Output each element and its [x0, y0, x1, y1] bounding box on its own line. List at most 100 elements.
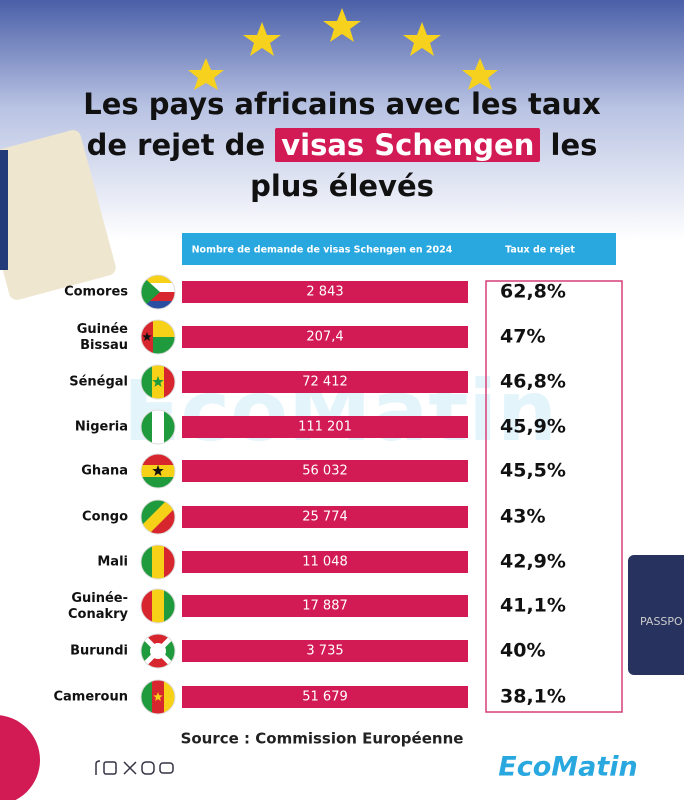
flag: [141, 500, 175, 534]
rejection-rate: 38,1%: [500, 686, 566, 708]
flag-part: [141, 680, 153, 714]
rejection-rate: 41,1%: [500, 595, 566, 617]
demand-bar: [182, 371, 468, 393]
demand-value: 25 774: [302, 510, 348, 525]
title-part: les: [550, 128, 598, 162]
demand-value: 2 843: [306, 285, 343, 300]
flag-border: [140, 679, 176, 715]
flag-part: [141, 365, 153, 399]
country-name: Burundi: [70, 644, 128, 659]
flag: [141, 320, 175, 354]
rejection-rate: 40%: [500, 640, 545, 662]
country-name: Sénégal: [69, 375, 128, 390]
demand-bar: [182, 460, 468, 482]
country-name: Congo: [82, 510, 128, 525]
flag: [141, 365, 175, 399]
title-line: Les pays africains avec les taux: [83, 87, 601, 121]
header-cell: Nombre de demande de visas Schengen en 2…: [192, 245, 453, 256]
flag-part: [141, 301, 175, 309]
demand-bar: [182, 551, 468, 573]
flag-border: [140, 319, 176, 355]
demand-bar: [182, 326, 468, 348]
flag-part: [142, 332, 152, 341]
flag-part: [141, 275, 160, 309]
country-name: Comores: [64, 285, 128, 300]
demand-bar: [182, 640, 468, 662]
flag-part: [164, 365, 175, 399]
demand-value: 111 201: [298, 420, 352, 435]
demand-bar: [182, 506, 468, 528]
flag-part: [141, 634, 158, 668]
demand-bar: [182, 416, 468, 438]
source: Source : Commission Européenne: [181, 730, 464, 748]
demand-value: 72 412: [302, 375, 348, 390]
demand-value: 51 679: [302, 690, 348, 705]
header-cell: Taux de rejet: [505, 245, 575, 256]
country-name: Ghana: [81, 464, 128, 479]
flag-part: [141, 545, 153, 579]
demand-value: 207,4: [306, 330, 343, 345]
flag-part: [164, 589, 175, 623]
flag-part: [153, 692, 163, 701]
flag: [141, 275, 175, 309]
country-name-part: Conakry: [68, 607, 129, 622]
flag-part: [141, 410, 153, 444]
flag-part: [152, 410, 165, 444]
flag-border: [140, 633, 176, 669]
demand-value: 56 032: [302, 464, 348, 479]
header-bar: [182, 233, 616, 265]
flag: [141, 545, 175, 579]
country-name-part: Bissau: [80, 338, 128, 353]
eu-stars: [188, 8, 498, 90]
flag-part: [141, 477, 175, 488]
flag-part: [141, 500, 168, 527]
flag-border: [140, 409, 176, 445]
flag-border: [140, 499, 176, 535]
country-name: Mali: [97, 555, 128, 570]
flag-part: [158, 634, 175, 668]
demand-bar: [182, 686, 468, 708]
brand-logo: EcoMatin: [498, 752, 637, 783]
flag-part: [141, 275, 175, 284]
flag-border: [140, 453, 176, 489]
flag-part: [141, 292, 175, 302]
flag-part: [152, 376, 164, 387]
demand-value: 3 735: [306, 644, 343, 659]
flag-part: [150, 643, 166, 659]
flag-part: [141, 283, 175, 293]
flag-border: [140, 274, 176, 310]
flag-part: [152, 589, 165, 623]
rejection-rate: 46,8%: [500, 371, 566, 393]
flag-part: [164, 410, 175, 444]
title-line: de rejet de visas Schengen les: [0, 125, 684, 166]
country-name: Guinée Bissau: [77, 322, 128, 353]
rate-box: [485, 280, 623, 713]
rejection-rate: 45,9%: [500, 416, 566, 438]
passport-decor: PASSPO: [0, 130, 684, 800]
country-name-part: Guinée: [77, 322, 128, 337]
flag-part: [164, 680, 175, 714]
flag-part: [148, 507, 175, 534]
flag: [141, 454, 175, 488]
country-name: Cameroun: [53, 690, 128, 705]
flag-border: [140, 544, 176, 580]
title-line: plus élevés: [250, 169, 434, 203]
sky: [0, 0, 684, 240]
demand-bar: [182, 595, 468, 617]
country-name: Guinée-Conakry: [68, 591, 129, 622]
flag: [141, 589, 175, 623]
flag-border: [140, 364, 176, 400]
demand-value: 17 887: [302, 599, 348, 614]
social-icons: [95, 760, 174, 775]
demand-value: 11 048: [302, 555, 348, 570]
demand-bar: [182, 281, 468, 303]
flag-part: [141, 589, 153, 623]
rejection-rate: 62,8%: [500, 281, 566, 303]
flag-part: [152, 465, 164, 476]
country-name-part: Guinée-: [71, 591, 128, 606]
rejection-rate: 47%: [500, 326, 545, 348]
flag-part: [164, 545, 175, 579]
